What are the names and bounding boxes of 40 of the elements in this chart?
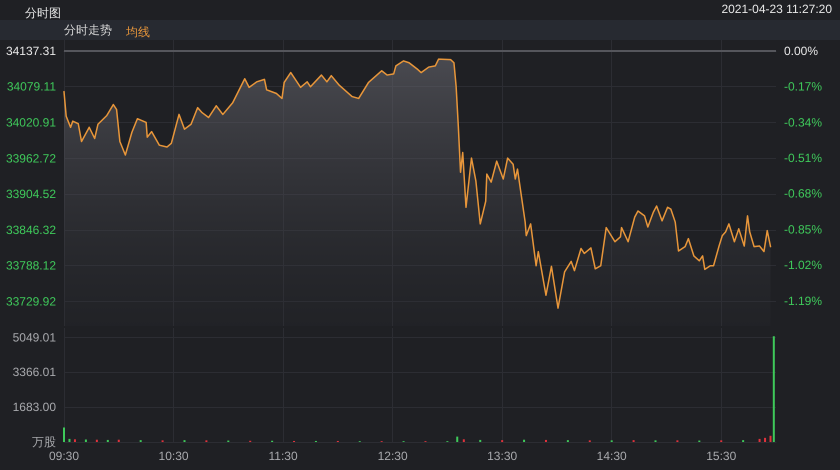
y-tick-label: 3366.01 <box>12 365 56 380</box>
chart-title: 分时图 <box>25 6 61 20</box>
x-tick-label: 14:30 <box>596 449 628 463</box>
x-tick-label: 13:30 <box>487 449 518 463</box>
text: 分时走势 <box>64 23 112 37</box>
y-tick-label: 33788.12 <box>6 258 56 273</box>
y-tick-label: 1683.00 <box>12 400 56 414</box>
text: 均线 <box>125 25 150 39</box>
bar <box>764 438 766 442</box>
bar <box>74 439 76 442</box>
y-tick-label: 33962.72 <box>6 151 56 166</box>
y2-tick-label: -1.02% <box>784 258 822 272</box>
y-tick-label: 33904.52 <box>6 187 56 202</box>
y2-tick-label: -0.85% <box>784 222 822 236</box>
y-tick-label: 33729.92 <box>6 294 56 308</box>
y2-tick-label: -0.17% <box>784 80 822 94</box>
y-tick-label: 33846.32 <box>6 222 56 237</box>
bar <box>63 427 65 442</box>
y2-tick-label: -0.68% <box>784 186 822 201</box>
y-tick-label: 34020.91 <box>6 115 56 130</box>
x-tick-label: 10:30 <box>158 449 189 463</box>
bar <box>758 438 761 442</box>
x-tick-label: 12:30 <box>378 449 408 463</box>
y-tick-label: 34137.31 <box>6 44 56 58</box>
x-tick-label: 11:30 <box>268 449 298 463</box>
y2-tick-label: -0.51% <box>784 151 822 166</box>
bar <box>462 439 465 442</box>
bar <box>770 436 772 442</box>
bar <box>772 336 775 442</box>
y2-tick-label: -0.34% <box>784 115 822 130</box>
bar <box>456 436 458 442</box>
y-tick-label: 5049.01 <box>12 330 56 344</box>
y-tick-label: 34079.11 <box>6 80 56 94</box>
y-tick-label: 万股 <box>32 435 56 449</box>
bar <box>68 438 70 442</box>
x-tick-label: 09:30 <box>48 449 80 463</box>
text: 2021-04-23 11:27:20 <box>721 2 832 16</box>
y2-tick-label: -1.19% <box>784 294 822 308</box>
y2-tick-label: 0.00% <box>784 44 818 58</box>
x-tick-label: 15:30 <box>706 449 737 463</box>
